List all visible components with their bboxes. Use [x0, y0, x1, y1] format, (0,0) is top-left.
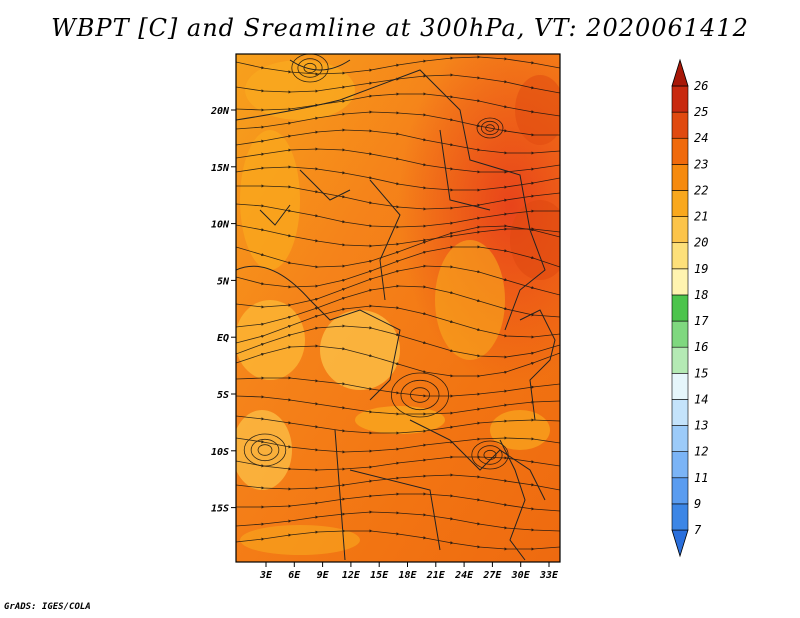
lat-label: 20N	[210, 106, 230, 117]
colorbar-label: 22	[694, 183, 708, 197]
colorbar-label: 21	[694, 210, 708, 224]
streamline	[236, 376, 560, 398]
colorbar-label: 16	[694, 340, 708, 354]
colorbar-label: 7	[694, 523, 702, 537]
credit-label: GrADS: IGES/COLA	[4, 602, 91, 612]
streamline-vortex	[257, 444, 273, 456]
colorbar-lower-arrow	[671, 529, 689, 558]
colorbar-segment	[671, 372, 689, 400]
colorbar-label: 18	[694, 288, 708, 302]
lon-label: 15E	[370, 570, 389, 581]
colorbar-segment	[671, 164, 689, 191]
lon-axis: 3E 6E 9E 12E 15E 18E 21E 24E 27E 30E 33E	[259, 562, 559, 581]
lat-label: EQ	[217, 333, 229, 344]
colorbar-label: 11	[694, 471, 708, 485]
streamline	[236, 436, 560, 454]
streamline	[236, 455, 560, 472]
streamline	[236, 395, 560, 416]
streamline-vortex	[476, 117, 504, 139]
colorbar-segment	[671, 451, 689, 479]
colorbar-segment	[671, 399, 689, 426]
colorbar-segment	[671, 242, 689, 270]
lat-label: 15N	[211, 163, 230, 174]
lat-label: 10S	[211, 447, 229, 458]
lon-label: 21E	[426, 570, 446, 581]
lon-label: 6E	[288, 570, 301, 581]
streamline-vortex	[390, 372, 449, 418]
streamline-vortex	[477, 445, 503, 465]
colorbar-label: 12	[694, 445, 708, 459]
colorbar-label: 9	[694, 497, 701, 511]
lat-label: 15S	[211, 504, 229, 515]
streamline-vortex	[297, 58, 323, 78]
colorbar-segment	[671, 425, 689, 452]
streamline	[236, 529, 560, 551]
colorbar-segment	[671, 477, 689, 505]
lon-label: 33E	[539, 570, 559, 581]
colorbar-label: 17	[694, 314, 709, 328]
colorbar: 7 9 11 12 13 14 15 16 17 18 19 20 21 22 23 24 25 26	[671, 58, 709, 558]
lat-label: 5S	[217, 390, 229, 401]
lon-label: 24E	[454, 570, 474, 581]
streamline	[236, 492, 560, 512]
lon-label: 30E	[511, 570, 531, 581]
colorbar-segment	[671, 294, 689, 322]
colorbar-segment	[671, 190, 689, 217]
colorbar-segment	[671, 216, 689, 244]
streamline	[236, 473, 560, 491]
wbpt-field	[236, 54, 560, 562]
streamline	[236, 415, 560, 435]
lat-label: 5N	[217, 276, 230, 287]
colorbar-label: 25	[694, 105, 708, 119]
lon-label: 9E	[317, 570, 330, 581]
colorbar-label: 19	[694, 262, 708, 276]
colorbar-label: 15	[694, 366, 708, 380]
streamline	[236, 55, 560, 76]
colorbar-label: 20	[694, 236, 708, 250]
streamline-vortex	[400, 379, 440, 411]
colorbar-label: 24	[694, 131, 708, 145]
colorbar-segment	[671, 137, 689, 165]
chart-title: WBPT [C] and Sreamline at 300hPa, VT: 20…	[51, 14, 749, 42]
lat-axis: 20N 15N 10N 5N EQ 5S 10S 15S	[210, 106, 236, 515]
lat-label: 10N	[211, 220, 230, 231]
colorbar-segment	[671, 111, 689, 139]
colorbar-label: 14	[694, 392, 708, 406]
lon-label: 3E	[259, 570, 273, 581]
lon-label: 12E	[342, 570, 361, 581]
streamline-vortex	[480, 120, 500, 136]
lon-label: 27E	[482, 570, 502, 581]
lon-label: 18E	[398, 570, 417, 581]
streamline-vortex	[291, 54, 329, 83]
streamline	[236, 344, 560, 378]
colorbar-segment	[671, 85, 689, 113]
colorbar-label: 23	[694, 157, 708, 171]
streamline	[236, 92, 560, 117]
streamline-vortex	[303, 62, 317, 74]
colorbar-label: 26	[694, 79, 708, 93]
streamline-vortex	[243, 433, 287, 467]
colorbar-upper-arrow	[671, 58, 689, 87]
streamline-vortex	[485, 124, 495, 132]
streamline-vortex	[250, 438, 280, 462]
colorbar-label: 13	[694, 419, 708, 433]
colorbar-segment	[671, 320, 689, 348]
colorbar-segment	[671, 503, 689, 531]
streamline	[236, 73, 560, 94]
streamline	[236, 510, 560, 532]
colorbar-segment	[671, 268, 689, 296]
streamline-vortex	[410, 387, 430, 403]
colorbar-segment	[671, 346, 689, 374]
map-frame	[235, 53, 561, 563]
borders	[236, 59, 556, 561]
